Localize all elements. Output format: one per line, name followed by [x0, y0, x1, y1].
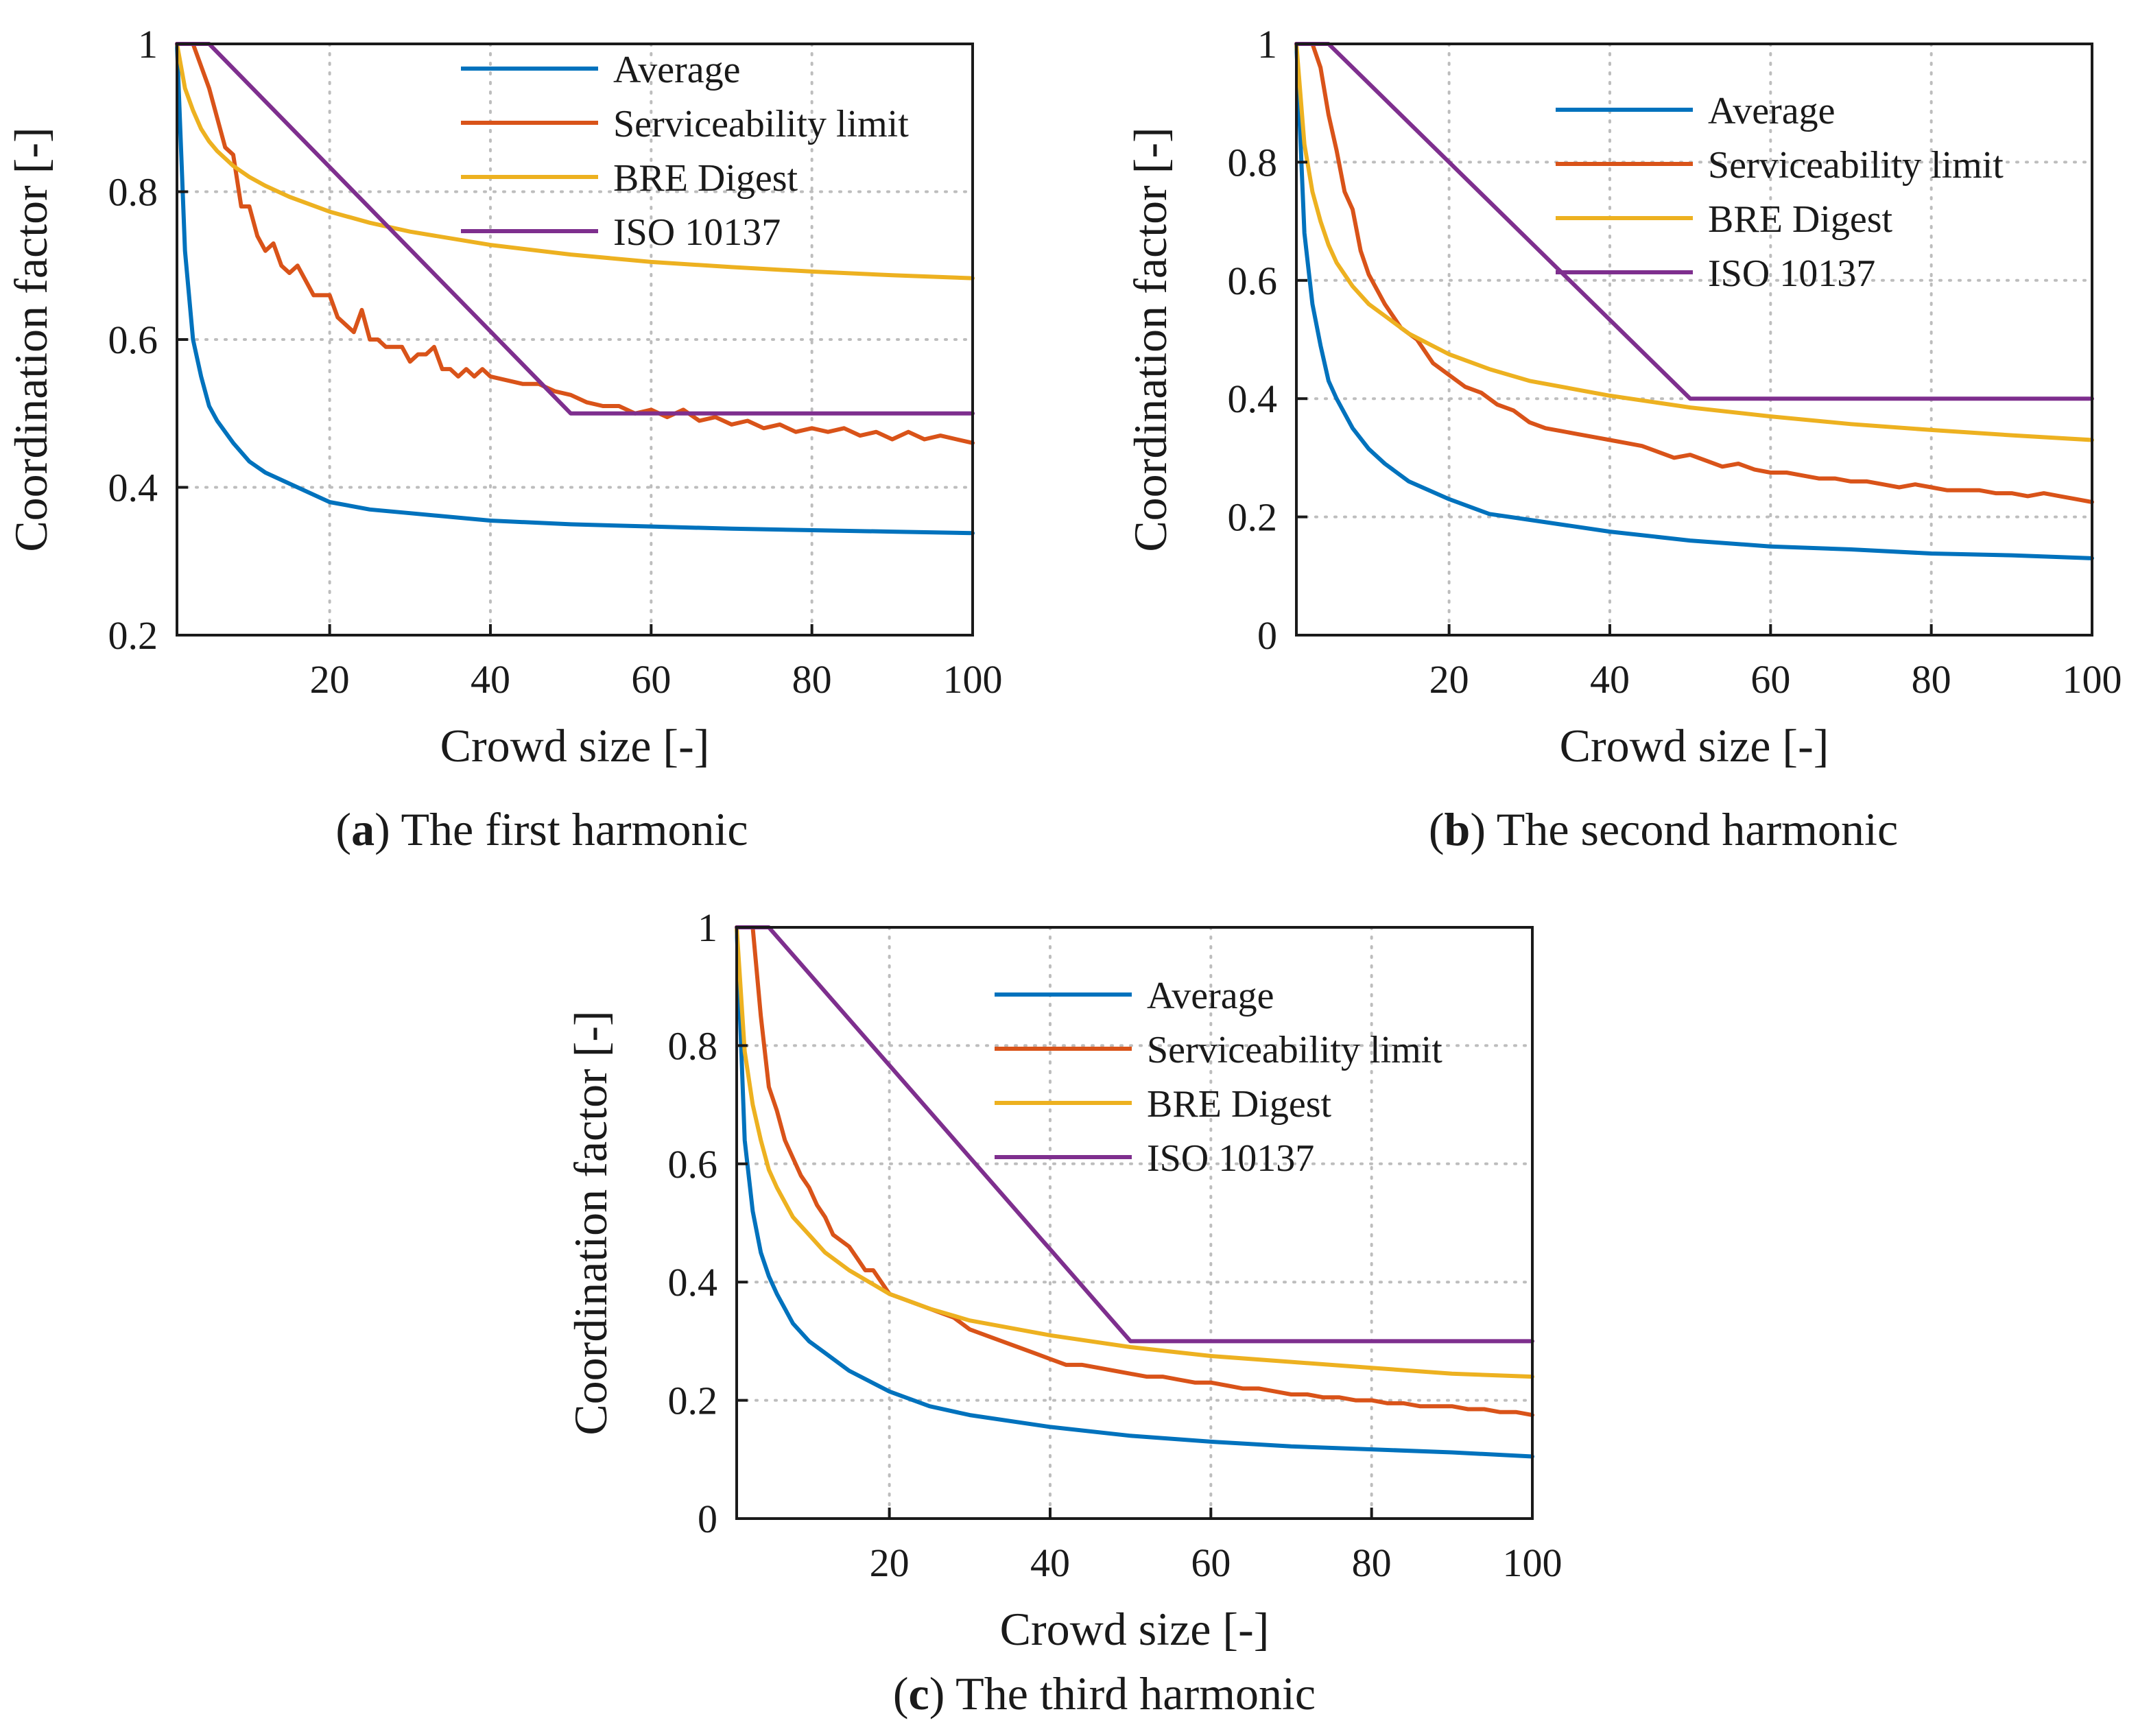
y-tick-label: 0.6 [1228, 259, 1278, 303]
ticks: 20 40 60 80 100 0 0.2 0.4 0.6 0.8 1 [668, 905, 1563, 1585]
legend-label-bre-digest: BRE Digest [613, 157, 798, 200]
x-tick-label: 80 [1352, 1541, 1392, 1585]
x-tick-label: 20 [310, 657, 350, 702]
x-tick-label: 100 [2063, 657, 2122, 702]
x-tick-label: 80 [1912, 657, 1951, 702]
y-tick-label: 0 [698, 1497, 717, 1541]
y-tick-label: 0.8 [668, 1023, 718, 1068]
series-line-serviceability-limit [175, 42, 975, 445]
grid [735, 926, 1534, 1520]
caption-first-harmonic: (a) The first harmonic [335, 803, 748, 855]
series-line-iso-10137 [1294, 42, 2094, 401]
chart-second-harmonic: 20 40 60 80 100 0 0.2 0.4 0.6 0.8 1 Crowd size [-] C… [1124, 22, 2122, 772]
y-tick-label: 0.4 [1228, 377, 1278, 421]
x-axis-label: Crowd size [-] [440, 720, 710, 772]
series-lines [1294, 42, 2094, 560]
plot-frame [735, 926, 1534, 1520]
y-tick-label: 0.8 [1228, 140, 1278, 185]
series-line-average [735, 925, 1534, 1459]
legend: Average Serviceability limit BRE Digest ISO… [995, 975, 1442, 1180]
x-tick-label: 20 [870, 1541, 910, 1585]
x-axis-label: Crowd size [-] [1000, 1603, 1270, 1655]
y-tick-label: 0.6 [668, 1142, 718, 1187]
ticks: 20 40 60 80 100 0.2 0.4 0.6 0.8 1 [108, 22, 1003, 702]
series-line-bre-digest [1294, 42, 2094, 442]
legend-label-serviceability-limit: Serviceability limit [1708, 144, 2004, 187]
legend-label-average: Average [613, 49, 741, 91]
series-line-serviceability-limit [735, 925, 1534, 1418]
caption-text: The first harmonic [390, 803, 748, 855]
legend-label-average: Average [1708, 90, 1836, 132]
y-axis-label: Coordination factor [-] [5, 127, 57, 551]
ticks: 20 40 60 80 100 0 0.2 0.4 0.6 0.8 1 [1228, 22, 2122, 702]
y-tick-label: 0.2 [668, 1379, 718, 1423]
plot-frame [1295, 43, 2093, 637]
series-line-bre-digest [735, 925, 1534, 1379]
y-tick-label: 0.2 [1228, 495, 1278, 540]
series-line-bre-digest [175, 42, 975, 281]
series-line-iso-10137 [735, 925, 1534, 1344]
legend-label-iso-10137: ISO 10137 [1708, 252, 1875, 295]
y-tick-label: 1 [698, 905, 717, 950]
y-tick-label: 1 [1257, 22, 1277, 67]
legend-label-average: Average [1147, 975, 1274, 1017]
legend-label-bre-digest: BRE Digest [1708, 198, 1893, 241]
legend-label-serviceability-limit: Serviceability limit [1147, 1029, 1442, 1071]
caption-letter: b [1444, 803, 1471, 855]
y-axis-label: Coordination factor [-] [1124, 127, 1176, 551]
caption-second-harmonic: (b) The second harmonic [1428, 803, 1899, 855]
caption-letter: c [908, 1667, 929, 1720]
y-axis-label: Coordination factor [-] [565, 1010, 617, 1435]
x-tick-label: 20 [1429, 657, 1469, 702]
caption-text: The third harmonic [945, 1667, 1316, 1720]
x-axis-label: Crowd size [-] [1560, 720, 1829, 772]
x-tick-label: 60 [1191, 1541, 1231, 1585]
y-tick-label: 0.6 [108, 318, 158, 362]
y-tick-label: 0.2 [108, 613, 158, 658]
x-tick-label: 60 [631, 657, 671, 702]
legend: Average Serviceability limit BRE Digest ISO… [461, 49, 909, 254]
legend-label-iso-10137: ISO 10137 [1147, 1137, 1314, 1180]
x-tick-label: 40 [471, 657, 510, 702]
caption-letter: a [351, 803, 375, 855]
legend-label-bre-digest: BRE Digest [1147, 1083, 1332, 1126]
series-line-average [1294, 42, 2094, 560]
y-tick-label: 0.4 [108, 466, 158, 510]
chart-first-harmonic: 20 40 60 80 100 0.2 0.4 0.6 0.8 1 Crowd size [-] Co… [5, 22, 1003, 772]
y-tick-label: 0 [1257, 613, 1277, 658]
y-tick-label: 0.4 [668, 1260, 718, 1305]
legend: Average Serviceability limit BRE Digest ISO… [1556, 90, 2004, 295]
x-tick-label: 80 [792, 657, 832, 702]
y-tick-label: 1 [138, 22, 158, 67]
series-line-average [175, 42, 975, 536]
series-line-serviceability-limit [1294, 42, 2094, 504]
legend-label-serviceability-limit: Serviceability limit [613, 103, 909, 145]
legend-label-iso-10137: ISO 10137 [613, 211, 781, 254]
series-line-iso-10137 [175, 42, 975, 416]
x-tick-label: 40 [1030, 1541, 1070, 1585]
x-tick-label: 40 [1590, 657, 1630, 702]
x-tick-label: 60 [1750, 657, 1790, 702]
y-tick-label: 0.8 [108, 170, 158, 215]
x-tick-label: 100 [943, 657, 1003, 702]
series-lines [735, 925, 1534, 1459]
caption-text: The second harmonic [1486, 803, 1899, 855]
caption-third-harmonic: (c) The third harmonic [892, 1667, 1316, 1720]
x-tick-label: 100 [1503, 1541, 1563, 1585]
chart-third-harmonic: 20 40 60 80 100 0 0.2 0.4 0.6 0.8 1 Crowd size [-] C… [565, 905, 1563, 1655]
